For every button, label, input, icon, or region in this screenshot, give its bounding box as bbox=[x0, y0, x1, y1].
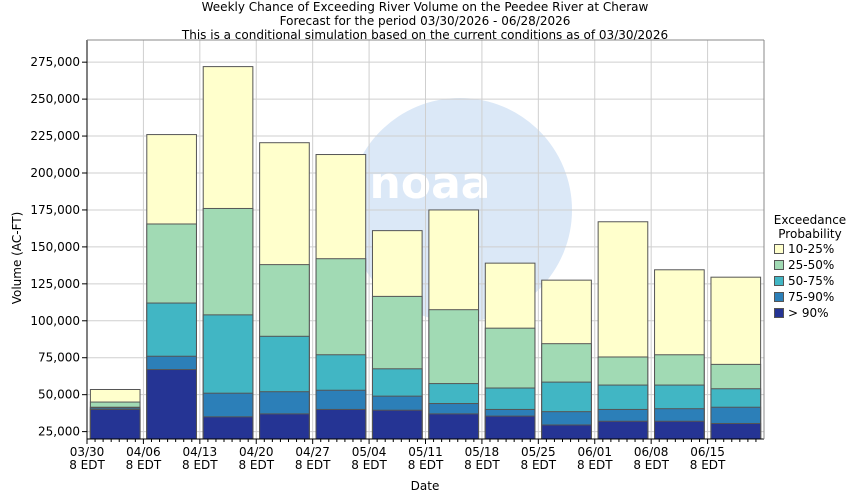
bar-segment--90- bbox=[146, 369, 197, 440]
legend-label: 25-50% bbox=[788, 258, 835, 272]
x-tick-label-date: 05/11 bbox=[408, 445, 443, 459]
legend-item: 25-50% bbox=[774, 257, 850, 273]
bar-segment--90- bbox=[371, 409, 423, 440]
x-tick-label-date: 06/15 bbox=[690, 445, 725, 459]
y-tick-label: 200,000 bbox=[30, 166, 80, 180]
x-tick-label-time: 8 EDT bbox=[408, 458, 444, 472]
legend-item: 50-75% bbox=[774, 273, 850, 289]
y-tick-label: 225,000 bbox=[30, 129, 80, 143]
bar-segment--90- bbox=[428, 413, 480, 440]
y-tick-label: 50,000 bbox=[38, 388, 80, 402]
y-tick-label: 250,000 bbox=[30, 92, 80, 106]
y-tick-label: 100,000 bbox=[30, 314, 80, 328]
y-tick-label: 150,000 bbox=[30, 240, 80, 254]
legend-swatch bbox=[774, 244, 784, 254]
legend-swatch bbox=[774, 260, 784, 270]
chart-title: Weekly Chance of Exceeding River Volume … bbox=[201, 0, 649, 14]
legend-swatch bbox=[774, 308, 784, 318]
x-tick-label-date: 05/25 bbox=[521, 445, 556, 459]
bar-segment--90- bbox=[202, 416, 254, 440]
legend-item: 10-25% bbox=[774, 241, 850, 257]
grid bbox=[86, 40, 765, 439]
axes: 25,000 50,000 75,000 100,000 125,000 150,000 1… bbox=[30, 39, 765, 472]
x-tick-label-date: 04/20 bbox=[239, 445, 274, 459]
chart-subtitle: Forecast for the period 03/30/2026 - 06/… bbox=[279, 14, 571, 28]
x-tick-label-date: 04/13 bbox=[183, 445, 218, 459]
bar-segment--90- bbox=[259, 413, 310, 440]
legend-swatch bbox=[774, 292, 784, 302]
legend-swatch bbox=[774, 276, 784, 286]
legend-item: > 90% bbox=[774, 305, 850, 321]
bars bbox=[89, 66, 762, 440]
bar-segment--90- bbox=[315, 408, 367, 440]
legend-label: > 90% bbox=[788, 306, 829, 320]
bar-segment--90- bbox=[654, 420, 705, 440]
legend-label: 50-75% bbox=[788, 274, 835, 288]
x-tick-label-time: 8 EDT bbox=[295, 458, 331, 472]
bar-segment--90- bbox=[597, 420, 649, 440]
bar-segment--90- bbox=[710, 422, 762, 440]
x-tick-label-date: 05/18 bbox=[465, 445, 500, 459]
y-tick-label: 125,000 bbox=[30, 277, 80, 291]
legend-items: 10-25% 25-50% 50-75% 75-90% > 90% bbox=[770, 241, 850, 321]
y-tick-label: 175,000 bbox=[30, 203, 80, 217]
legend-label: 75-90% bbox=[788, 290, 835, 304]
x-tick-label-time: 8 EDT bbox=[690, 458, 726, 472]
x-tick-label-date: 04/06 bbox=[126, 445, 161, 459]
y-axis-label: Volume (AC-FT) bbox=[10, 212, 24, 305]
x-tick-label-date: 04/27 bbox=[295, 445, 330, 459]
x-tick-label-date: 05/04 bbox=[352, 445, 387, 459]
x-tick-label-time: 8 EDT bbox=[633, 458, 669, 472]
x-tick-label-date: 06/01 bbox=[577, 445, 612, 459]
bar-segment--90- bbox=[89, 408, 141, 440]
y-tick-label: 25,000 bbox=[38, 425, 80, 439]
x-tick-label-date: 03/30 bbox=[70, 445, 105, 459]
x-tick-label-time: 8 EDT bbox=[351, 458, 387, 472]
legend-title-line2: Probability bbox=[778, 227, 842, 241]
legend-item: 75-90% bbox=[774, 289, 850, 305]
x-tick-label-time: 8 EDT bbox=[464, 458, 500, 472]
legend-title-line1: Exceedance bbox=[773, 213, 847, 227]
svg-text:noaa: noaa bbox=[370, 158, 491, 209]
x-tick-label-time: 8 EDT bbox=[182, 458, 218, 472]
x-axis-label: Date bbox=[411, 479, 440, 493]
x-tick-label-time: 8 EDT bbox=[521, 458, 557, 472]
bar-segment--90- bbox=[541, 424, 592, 440]
x-tick-label-time: 8 EDT bbox=[238, 458, 274, 472]
legend-label: 10-25% bbox=[788, 242, 835, 256]
chart-subtitle-2: This is a conditional simulation based o… bbox=[181, 28, 669, 42]
x-tick-label-date: 06/08 bbox=[634, 445, 669, 459]
x-tick-label-time: 8 EDT bbox=[126, 458, 162, 472]
y-tick-label: 275,000 bbox=[30, 55, 80, 69]
y-tick-label: 75,000 bbox=[38, 351, 80, 365]
x-tick-label-time: 8 EDT bbox=[69, 458, 105, 472]
x-tick-label-time: 8 EDT bbox=[577, 458, 613, 472]
legend: Exceedance Probability 10-25% 25-50% 50-75… bbox=[770, 213, 850, 321]
bar-segment--90- bbox=[484, 415, 536, 440]
